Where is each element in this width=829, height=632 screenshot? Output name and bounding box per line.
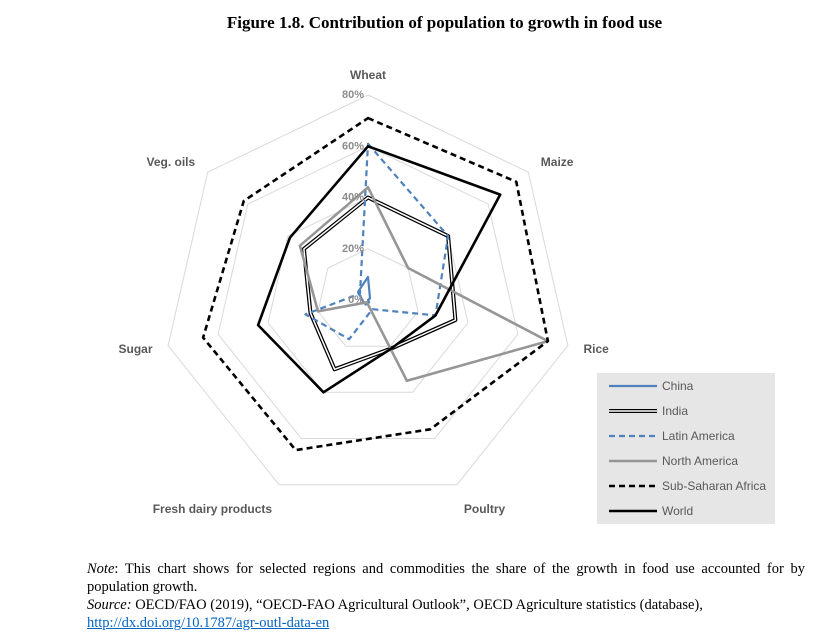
series-line-sub-saharan-africa	[201, 116, 550, 452]
axis-label: Poultry	[464, 502, 506, 516]
legend-label: India	[662, 404, 689, 418]
axis-label: Wheat	[350, 68, 386, 82]
legend-label: North America	[662, 454, 739, 468]
radar-axis-labels: Wheat Maize Rice Poultry Fresh dairy product…	[118, 68, 609, 516]
legend-swatch	[609, 459, 657, 463]
legend-label: World	[662, 504, 694, 518]
source-label: Source:	[87, 597, 132, 613]
source-text: OECD/FAO (2019), “OECD-FAO Agricultural …	[131, 597, 703, 613]
legend-swatch	[609, 409, 657, 413]
tick-label: 60%	[342, 140, 364, 152]
axis-label: Rice	[584, 342, 610, 356]
series-line-latin-america	[304, 142, 450, 341]
figure-title: Figure 1.8. Contribution of population t…	[226, 13, 663, 32]
legend-label: Latin America	[662, 429, 735, 443]
legend-item-sub-saharan-africa: Sub-Saharan Africa	[607, 477, 766, 495]
legend-item-china: China	[607, 377, 693, 395]
legend-item-india: India	[607, 402, 688, 420]
series-line-north-america	[298, 186, 550, 383]
legend-swatch	[609, 434, 657, 438]
source-link-paragraph: http://dx.doi.org/10.1787/agr-outl-data-…	[87, 614, 805, 632]
legend-item-north-america: North America	[607, 452, 738, 470]
note-paragraph: Note: This chart shows for selected regi…	[87, 560, 805, 596]
legend-label: China	[662, 379, 694, 393]
figure-notes: Note: This chart shows for selected regi…	[87, 560, 805, 632]
source-link[interactable]: http://dx.doi.org/10.1787/agr-outl-data-…	[87, 615, 330, 631]
axis-label: Veg. oils	[147, 155, 196, 169]
grid-ring	[317, 248, 419, 347]
tick-label: 0%	[348, 294, 364, 306]
tick-label: 40%	[342, 192, 364, 204]
note-label: Note	[87, 561, 115, 577]
axis-label: Fresh dairy products	[153, 502, 273, 516]
tick-label: 20%	[342, 243, 364, 255]
legend-swatch	[609, 509, 657, 513]
chart-legend: China India Latin America North America Sub-…	[597, 373, 775, 524]
legend-item-world: World	[607, 502, 693, 520]
legend-swatch	[609, 384, 657, 388]
legend-swatch	[609, 484, 657, 488]
axis-label: Sugar	[118, 342, 152, 356]
note-text: : This chart shows for selected regions …	[87, 561, 805, 595]
legend-label: Sub-Saharan Africa	[662, 479, 767, 493]
series-line-world	[256, 145, 502, 394]
grid-ring	[167, 94, 569, 486]
source-paragraph: Source: OECD/FAO (2019), “OECD-FAO Agric…	[87, 596, 805, 614]
tick-label: 80%	[342, 89, 364, 101]
radar-series	[201, 116, 550, 452]
legend-item-latin-america: Latin America	[607, 427, 735, 445]
radar-tick-labels: 0% 20% 40% 60% 80%	[342, 89, 364, 306]
axis-label: Maize	[541, 155, 574, 169]
